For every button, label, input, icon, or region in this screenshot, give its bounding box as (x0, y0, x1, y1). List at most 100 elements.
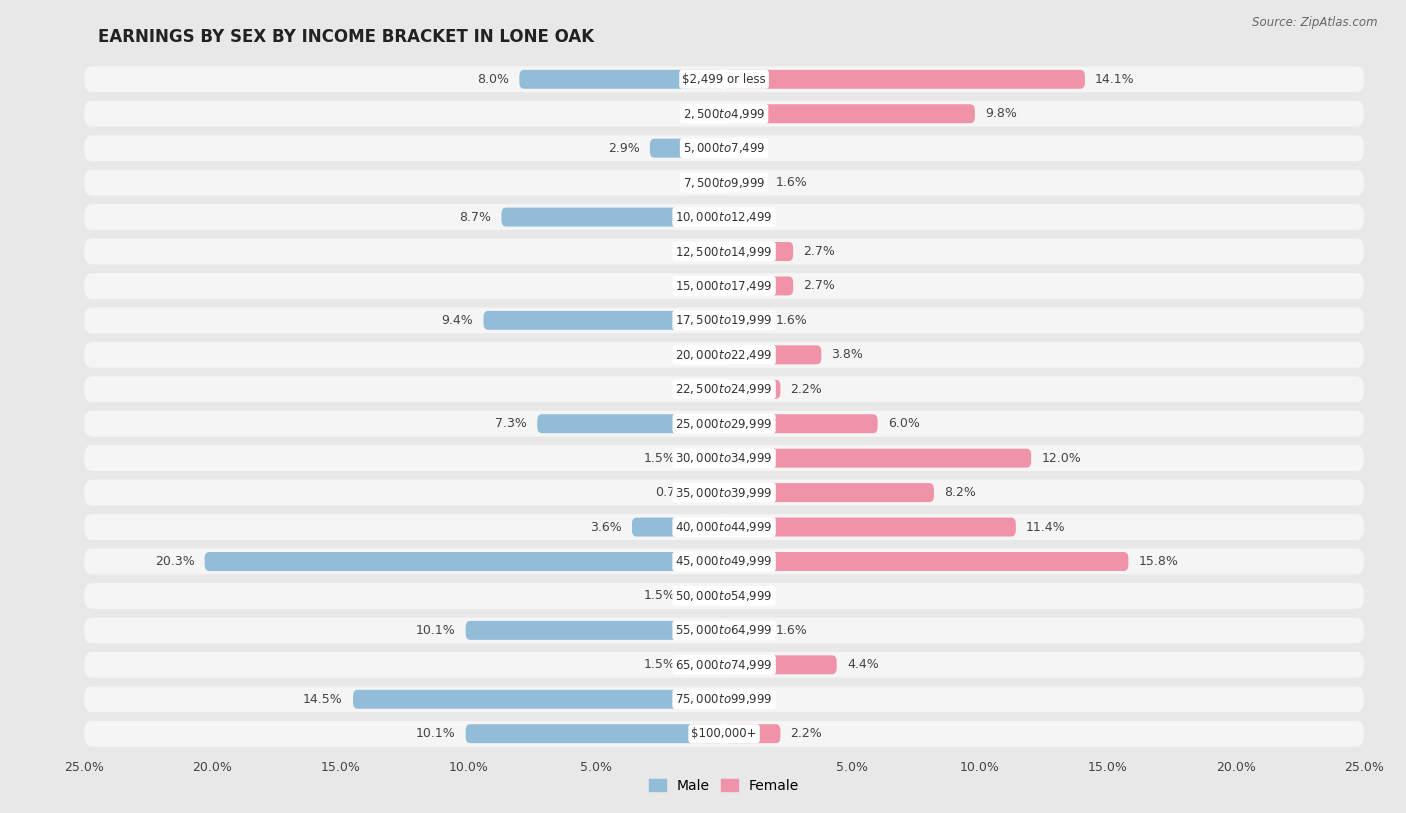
Text: Source: ZipAtlas.com: Source: ZipAtlas.com (1253, 16, 1378, 29)
Text: $17,500 to $19,999: $17,500 to $19,999 (675, 313, 773, 328)
Text: 3.8%: 3.8% (831, 348, 863, 361)
FancyBboxPatch shape (84, 652, 1364, 678)
Text: 12.0%: 12.0% (1042, 452, 1081, 465)
Text: 1.5%: 1.5% (644, 589, 675, 602)
FancyBboxPatch shape (724, 483, 934, 502)
Text: 14.1%: 14.1% (1095, 73, 1135, 86)
FancyBboxPatch shape (84, 480, 1364, 506)
FancyBboxPatch shape (84, 549, 1364, 575)
Text: 0.0%: 0.0% (682, 107, 714, 120)
FancyBboxPatch shape (724, 724, 780, 743)
Text: 0.0%: 0.0% (682, 348, 714, 361)
Text: 9.4%: 9.4% (441, 314, 474, 327)
FancyBboxPatch shape (502, 207, 724, 227)
Text: 4.4%: 4.4% (846, 659, 879, 672)
Text: 1.6%: 1.6% (775, 314, 807, 327)
Text: 0.0%: 0.0% (734, 141, 766, 154)
Text: 2.7%: 2.7% (803, 280, 835, 293)
FancyBboxPatch shape (84, 514, 1364, 540)
FancyBboxPatch shape (205, 552, 724, 571)
FancyBboxPatch shape (724, 380, 780, 398)
Text: $22,500 to $24,999: $22,500 to $24,999 (675, 382, 773, 396)
Text: 8.7%: 8.7% (460, 211, 491, 224)
FancyBboxPatch shape (84, 135, 1364, 161)
FancyBboxPatch shape (84, 170, 1364, 196)
FancyBboxPatch shape (724, 70, 1085, 89)
Text: 0.0%: 0.0% (734, 211, 766, 224)
FancyBboxPatch shape (724, 242, 793, 261)
FancyBboxPatch shape (519, 70, 724, 89)
FancyBboxPatch shape (686, 586, 724, 606)
FancyBboxPatch shape (650, 139, 724, 158)
FancyBboxPatch shape (537, 415, 724, 433)
Text: 20.3%: 20.3% (155, 555, 194, 568)
Text: $30,000 to $34,999: $30,000 to $34,999 (675, 451, 773, 465)
Text: 7.3%: 7.3% (495, 417, 527, 430)
Text: 0.72%: 0.72% (655, 486, 696, 499)
Text: 1.5%: 1.5% (644, 452, 675, 465)
Text: $10,000 to $12,499: $10,000 to $12,499 (675, 210, 773, 224)
Text: 0.0%: 0.0% (682, 280, 714, 293)
Text: 3.6%: 3.6% (591, 520, 621, 533)
Text: 10.1%: 10.1% (416, 727, 456, 740)
FancyBboxPatch shape (724, 621, 765, 640)
FancyBboxPatch shape (84, 583, 1364, 609)
Text: $75,000 to $99,999: $75,000 to $99,999 (675, 692, 773, 706)
Text: $12,500 to $14,999: $12,500 to $14,999 (675, 245, 773, 259)
Text: $100,000+: $100,000+ (692, 727, 756, 740)
Text: 2.2%: 2.2% (790, 383, 823, 396)
FancyBboxPatch shape (724, 655, 837, 674)
FancyBboxPatch shape (686, 655, 724, 674)
FancyBboxPatch shape (465, 621, 724, 640)
FancyBboxPatch shape (84, 342, 1364, 367)
FancyBboxPatch shape (84, 446, 1364, 471)
Text: 0.0%: 0.0% (734, 589, 766, 602)
FancyBboxPatch shape (724, 311, 765, 330)
Text: $7,500 to $9,999: $7,500 to $9,999 (683, 176, 765, 189)
FancyBboxPatch shape (84, 411, 1364, 437)
FancyBboxPatch shape (84, 721, 1364, 746)
FancyBboxPatch shape (353, 689, 724, 709)
FancyBboxPatch shape (724, 415, 877, 433)
Text: 8.2%: 8.2% (945, 486, 976, 499)
Text: 2.2%: 2.2% (790, 727, 823, 740)
FancyBboxPatch shape (84, 617, 1364, 643)
Text: 0.0%: 0.0% (682, 176, 714, 189)
Text: EARNINGS BY SEX BY INCOME BRACKET IN LONE OAK: EARNINGS BY SEX BY INCOME BRACKET IN LON… (98, 28, 595, 46)
Text: $2,499 or less: $2,499 or less (682, 73, 766, 86)
FancyBboxPatch shape (724, 104, 974, 124)
Text: 14.5%: 14.5% (304, 693, 343, 706)
FancyBboxPatch shape (724, 173, 765, 192)
FancyBboxPatch shape (84, 67, 1364, 92)
Text: 0.0%: 0.0% (682, 383, 714, 396)
Text: 8.0%: 8.0% (477, 73, 509, 86)
FancyBboxPatch shape (84, 307, 1364, 333)
Text: $55,000 to $64,999: $55,000 to $64,999 (675, 624, 773, 637)
Text: 0.0%: 0.0% (734, 693, 766, 706)
FancyBboxPatch shape (724, 449, 1031, 467)
Text: 2.7%: 2.7% (803, 245, 835, 258)
Text: $65,000 to $74,999: $65,000 to $74,999 (675, 658, 773, 672)
FancyBboxPatch shape (724, 276, 793, 295)
Text: 1.5%: 1.5% (644, 659, 675, 672)
FancyBboxPatch shape (484, 311, 724, 330)
FancyBboxPatch shape (706, 483, 724, 502)
Text: 0.0%: 0.0% (682, 245, 714, 258)
FancyBboxPatch shape (84, 238, 1364, 264)
FancyBboxPatch shape (84, 376, 1364, 402)
Legend: Male, Female: Male, Female (644, 773, 804, 798)
FancyBboxPatch shape (686, 449, 724, 467)
Text: $25,000 to $29,999: $25,000 to $29,999 (675, 417, 773, 431)
Text: $35,000 to $39,999: $35,000 to $39,999 (675, 485, 773, 500)
FancyBboxPatch shape (84, 101, 1364, 127)
FancyBboxPatch shape (84, 686, 1364, 712)
FancyBboxPatch shape (724, 518, 1015, 537)
Text: 11.4%: 11.4% (1026, 520, 1066, 533)
Text: 1.6%: 1.6% (775, 176, 807, 189)
Text: 9.8%: 9.8% (986, 107, 1017, 120)
FancyBboxPatch shape (631, 518, 724, 537)
Text: $2,500 to $4,999: $2,500 to $4,999 (683, 107, 765, 121)
Text: 1.6%: 1.6% (775, 624, 807, 637)
FancyBboxPatch shape (724, 346, 821, 364)
Text: $45,000 to $49,999: $45,000 to $49,999 (675, 554, 773, 568)
